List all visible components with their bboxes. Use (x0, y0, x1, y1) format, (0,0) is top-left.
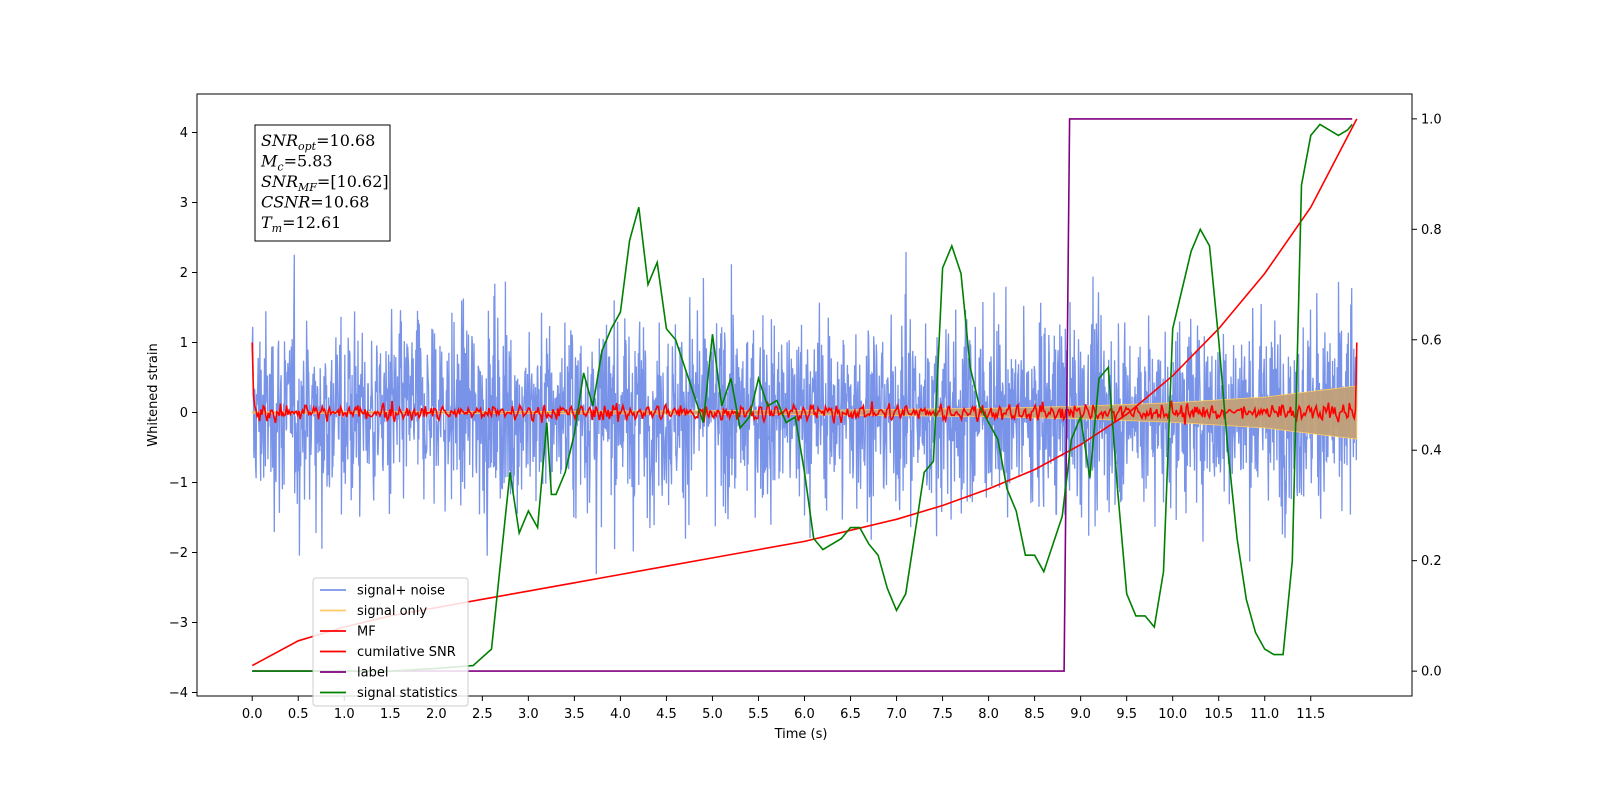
y-tick-label: 3 (180, 196, 188, 211)
x-tick-label: 3.5 (564, 707, 585, 722)
legend-label: signal only (357, 604, 427, 619)
legend-label: MF (357, 625, 376, 640)
series-mf-line (251, 342, 1358, 425)
annotation-value: =10.68 (310, 193, 369, 212)
annotation-subscript: MF (297, 181, 317, 194)
annotation-line: CSNR=10.68 (261, 193, 369, 212)
legend: signal+ noise signal only MF cumilative SNR… (312, 577, 469, 707)
legend-box (312, 577, 469, 707)
x-tick-label: 2.0 (426, 707, 447, 722)
legend-label: cumilative SNR (357, 645, 456, 660)
x-tick-label: 6.0 (794, 707, 815, 722)
x-tick-label: 9.5 (1116, 707, 1137, 722)
y-tick-label: 4 (180, 126, 188, 141)
annotation-symbol: CSNR (261, 193, 310, 212)
x-tick-label: 10.5 (1204, 707, 1233, 722)
stats-annotation: SNRopt=10.68Mc=5.83SNRMF=[10.62]CSNR=10.… (254, 124, 391, 242)
x-tick-label: 9.0 (1070, 707, 1091, 722)
y2-tick-label: 0.4 (1421, 444, 1442, 459)
y2-tick-label: 0.0 (1421, 665, 1442, 680)
series-label-line (252, 118, 1353, 672)
x-axis-label: Time (s) (774, 727, 828, 742)
annotation-line: SNRopt=10.68 (261, 131, 375, 153)
x-tick-label: 10.0 (1158, 707, 1187, 722)
annotation-value: =[10.62] (317, 172, 389, 191)
data-layer (251, 118, 1358, 672)
legend-label: signal statistics (357, 686, 458, 701)
y2-tick-label: 0.8 (1421, 223, 1442, 238)
annotation-subscript: m (272, 222, 282, 235)
annotation-symbol: M (260, 152, 278, 171)
y-tick-label: 1 (180, 336, 188, 351)
x-tick-label: 5.0 (702, 707, 723, 722)
annotation-value: =12.61 (282, 213, 341, 232)
legend-label: signal+ noise (357, 584, 445, 599)
x-tick-label: 4.0 (610, 707, 631, 722)
x-tick-label: 11.0 (1250, 707, 1279, 722)
y2-tick-label: 0.6 (1421, 333, 1442, 348)
series-signal-statistics-line (252, 123, 1353, 672)
y-tick-label: −1 (169, 476, 188, 491)
x-tick-label: 0.0 (242, 707, 263, 722)
annotation-line: Mc=5.83 (260, 152, 333, 174)
y-tick-label: 2 (180, 266, 188, 281)
annotation-line: Tm=12.61 (261, 213, 341, 235)
y-tick-label: −3 (169, 616, 188, 631)
annotation-value: =10.68 (316, 131, 375, 150)
x-tick-label: 5.5 (748, 707, 769, 722)
annotation-box (254, 124, 391, 242)
x-tick-label: 8.0 (978, 707, 999, 722)
x-tick-label: 3.0 (518, 707, 539, 722)
x-tick-label: 11.5 (1296, 707, 1325, 722)
x-tick-label: 6.5 (840, 707, 861, 722)
legend-label: label (357, 666, 388, 681)
annotation-value: =5.83 (284, 152, 333, 171)
annotation-symbol: SNR (261, 131, 298, 150)
annotation-symbol: T (261, 213, 273, 232)
y-tick-label: 0 (180, 406, 188, 421)
x-tick-label: 1.5 (380, 707, 401, 722)
y-tick-label: −4 (169, 686, 188, 701)
y2-tick-label: 1.0 (1421, 112, 1442, 127)
axes-layer: 0.0 0.5 1.0 1.5 2.0 2.5 3.0 3.5 4.0 4.5 5.0 5.5 6.0 6… (169, 112, 1442, 722)
annotation-subscript: c (277, 161, 283, 174)
x-tick-label: 2.5 (472, 707, 493, 722)
annotation-line: SNRMF=[10.62] (261, 172, 389, 194)
x-tick-label: 1.0 (334, 707, 355, 722)
y2-tick-label: 0.2 (1421, 554, 1442, 569)
x-tick-label: 7.5 (932, 707, 953, 722)
series-signal-noise-line (251, 251, 1358, 575)
x-tick-label: 4.5 (656, 707, 677, 722)
y-axis-label: Whitened strain (146, 343, 161, 446)
x-tick-label: 7.0 (886, 707, 907, 722)
y-tick-label: −2 (169, 546, 188, 561)
annotation-subscript: opt (298, 140, 317, 153)
x-tick-label: 8.5 (1024, 707, 1045, 722)
annotation-symbol: SNR (261, 172, 298, 191)
x-tick-label: 0.5 (288, 707, 309, 722)
